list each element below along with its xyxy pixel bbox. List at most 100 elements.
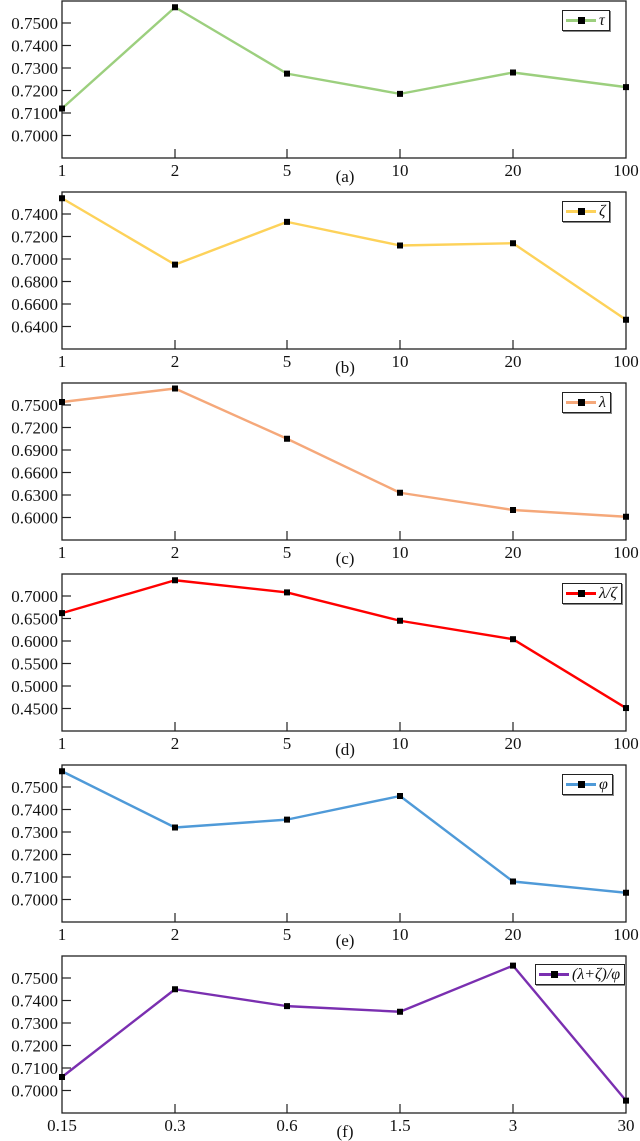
x-tick-label: 1 [58, 925, 67, 944]
x-tick-label: 100 [613, 543, 639, 562]
plot-frame [61, 573, 627, 732]
legend: λ/ζ [562, 583, 622, 604]
y-tick-label: 0.7100 [11, 104, 58, 123]
data-point-marker [397, 489, 403, 496]
y-tick-label: 0.7400 [11, 37, 58, 56]
legend: ζ [562, 201, 611, 222]
y-tick-label: 0.7500 [11, 14, 58, 33]
data-point-marker [59, 399, 65, 405]
y-tick-label: 0.7400 [11, 801, 58, 820]
x-tick-label: 10 [392, 734, 409, 753]
x-tick-label: 1 [58, 734, 67, 753]
y-tick-label: 0.7000 [11, 127, 58, 146]
x-tick-label: 1 [58, 161, 67, 180]
y-tick-label: 0.5500 [11, 655, 58, 674]
data-point-marker [623, 1097, 629, 1104]
y-tick-label: 0.7000 [11, 1082, 58, 1101]
panel-caption: (d) [335, 740, 355, 759]
chart-panel-d: 0.7000 0.6500 0.6000 0.5500 0.5000 0.4500 1 2 5 1… [0, 0, 640, 759]
data-point-marker [623, 84, 629, 91]
panel-caption: (f) [337, 1122, 354, 1141]
y-tick-label: 0.7000 [11, 250, 58, 269]
series-line [61, 579, 627, 710]
data-point-marker [59, 105, 65, 112]
x-tick-label: 20 [505, 925, 522, 944]
series-line [61, 770, 627, 894]
chart-panel-e: 0.7500 0.7400 0.7300 0.7200 0.7100 0.7000 1 2 5 1… [0, 0, 640, 950]
legend-marker-icon [578, 16, 585, 24]
data-point-marker [172, 4, 178, 11]
x-tick-label: 10 [392, 352, 409, 371]
x-tick-label: 5 [283, 543, 292, 562]
data-point-marker [172, 986, 178, 993]
x-tick-label: 10 [392, 925, 409, 944]
x-tick-label: 2 [171, 925, 180, 944]
series-line [61, 6, 627, 110]
x-tick-label: 5 [283, 925, 292, 944]
x-tick-label: 100 [613, 925, 639, 944]
x-tick-label: 3 [509, 1116, 518, 1135]
data-point-marker [172, 577, 178, 584]
legend: τ [562, 10, 610, 31]
y-tick-label: 0.6000 [11, 632, 58, 651]
data-point-marker [623, 889, 629, 896]
series-line [61, 197, 627, 321]
data-point-marker [623, 513, 629, 520]
legend: (λ+ζ)/φ [535, 964, 626, 985]
x-tick-label: 0.6 [276, 1116, 297, 1135]
plot-frame [61, 0, 627, 159]
data-point-marker [59, 610, 65, 617]
legend-label: λ [599, 393, 606, 411]
x-tick-label: 5 [283, 161, 292, 180]
y-tick-label: 0.7200 [11, 82, 58, 101]
y-tick-label: 0.5000 [11, 677, 58, 696]
x-tick-label: 20 [505, 352, 522, 371]
y-tick-label: 0.7500 [11, 778, 58, 797]
x-tick-label: 30 [618, 1116, 635, 1135]
x-tick-label: 100 [613, 734, 639, 753]
y-tick-label: 0.4500 [11, 700, 58, 719]
y-tick-label: 0.6400 [11, 318, 58, 337]
x-tick-label: 0.3 [164, 1116, 185, 1135]
data-point-marker [397, 90, 403, 97]
y-tick-label: 0.7500 [11, 969, 58, 988]
legend: λ [562, 392, 611, 413]
y-tick-label: 0.7300 [11, 823, 58, 842]
chart-panel-b: 0.7400 0.7200 0.7000 0.6800 0.6600 0.6400 1 2 5 1… [0, 0, 640, 377]
legend-swatch-icon [539, 970, 569, 978]
legend-swatch-icon [566, 780, 596, 788]
y-tick-label: 0.7300 [11, 1014, 58, 1033]
data-point-marker [284, 70, 290, 77]
data-point-marker [510, 69, 516, 76]
legend-label: τ [599, 11, 605, 29]
x-tick-label: 1 [58, 543, 67, 562]
x-tick-label: 1 [58, 352, 67, 371]
y-tick-label: 0.7000 [11, 891, 58, 910]
plot-frame [61, 955, 627, 1114]
x-tick-label: 5 [283, 352, 292, 371]
data-point-marker [510, 636, 516, 643]
data-point-marker [510, 240, 516, 247]
y-tick-label: 0.7100 [11, 868, 58, 887]
data-point-marker [59, 768, 65, 775]
x-tick-label: 2 [171, 543, 180, 562]
plot-frame [61, 191, 627, 350]
x-tick-label: 20 [505, 161, 522, 180]
plot-frame [61, 764, 627, 923]
x-tick-label: 10 [392, 161, 409, 180]
legend-marker-icon [578, 589, 585, 597]
data-point-marker [397, 1008, 403, 1015]
chart-panel-a: 0.7500 0.7400 0.7300 0.7200 0.7100 0.7000 1 2 5 1… [0, 0, 640, 190]
data-point-marker [623, 316, 629, 323]
y-tick-label: 0.7200 [11, 228, 58, 247]
series-line [61, 387, 627, 518]
panel-caption: (a) [336, 167, 355, 186]
legend-marker-icon [578, 780, 585, 788]
y-tick-label: 0.6900 [11, 441, 58, 460]
legend-swatch-icon [566, 207, 596, 215]
